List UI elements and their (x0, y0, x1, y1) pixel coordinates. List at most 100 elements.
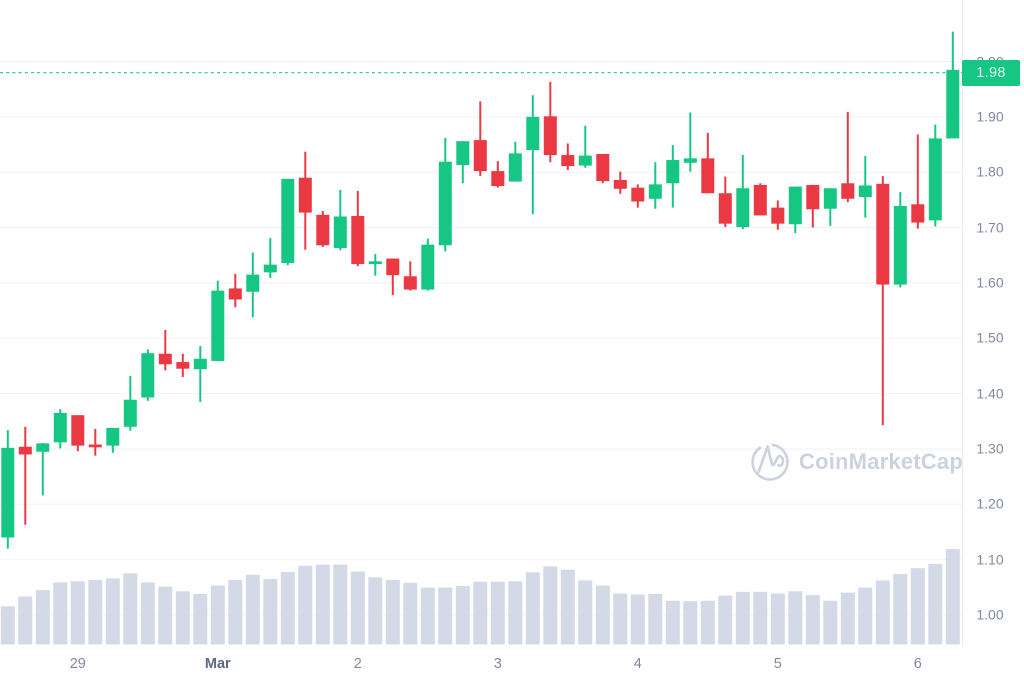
candle-up[interactable] (788, 186, 802, 225)
candle-down[interactable] (631, 187, 645, 202)
volume-bar[interactable] (788, 591, 803, 645)
candle-down[interactable] (176, 362, 190, 369)
candle-down[interactable] (806, 184, 820, 210)
volume-bar[interactable] (140, 582, 155, 645)
volume-bar[interactable] (683, 601, 698, 645)
volume-bar[interactable] (350, 571, 365, 645)
candle-down[interactable] (596, 153, 610, 182)
volume-bar[interactable] (403, 582, 418, 645)
volume-bar[interactable] (263, 579, 278, 645)
volume-bar[interactable] (595, 585, 610, 645)
volume-bar[interactable] (630, 594, 645, 645)
volume-bar[interactable] (368, 577, 383, 645)
volume-bar[interactable] (420, 587, 435, 645)
candle-down[interactable] (316, 214, 330, 246)
candle-up[interactable] (438, 161, 452, 246)
candle-down[interactable] (911, 204, 925, 223)
candle-up[interactable] (211, 290, 225, 361)
volume-bar[interactable] (858, 587, 873, 645)
candle-down[interactable] (298, 177, 312, 213)
volume-bar[interactable] (560, 569, 575, 645)
candle-up[interactable] (648, 184, 662, 199)
candle-up[interactable] (123, 399, 137, 427)
volume-bar[interactable] (613, 593, 628, 645)
volume-bar[interactable] (210, 585, 225, 645)
volume-bar[interactable] (648, 593, 663, 645)
volume-bar[interactable] (508, 581, 523, 645)
volume-bar[interactable] (88, 579, 103, 645)
candle-up[interactable] (333, 216, 347, 249)
volume-bar[interactable] (735, 591, 750, 645)
volume-bar[interactable] (105, 578, 120, 645)
candle-down[interactable] (351, 215, 365, 265)
candle-up[interactable] (193, 358, 207, 370)
candle-up[interactable] (893, 205, 907, 285)
candle-up[interactable] (263, 264, 277, 273)
candle-up[interactable] (456, 141, 470, 166)
volume-bar[interactable] (0, 606, 15, 645)
candle-up[interactable] (578, 155, 592, 166)
candle-down[interactable] (158, 353, 172, 365)
volume-bar[interactable] (193, 593, 208, 645)
volume-bar[interactable] (543, 566, 558, 645)
volume-bar[interactable] (53, 582, 68, 645)
volume-bar[interactable] (123, 573, 138, 645)
volume-bar[interactable] (35, 590, 50, 645)
candle-up[interactable] (141, 353, 155, 398)
candle-up[interactable] (858, 185, 872, 198)
volume-bar[interactable] (315, 564, 330, 645)
candle-down[interactable] (613, 179, 627, 189)
candle-down[interactable] (876, 183, 890, 285)
candle-up[interactable] (246, 274, 260, 292)
volume-bar[interactable] (455, 586, 470, 645)
volume-bar[interactable] (875, 580, 890, 645)
candle-down[interactable] (561, 155, 575, 167)
volume-bar[interactable] (245, 574, 260, 645)
candle-down[interactable] (403, 276, 417, 290)
candle-down[interactable] (71, 415, 85, 446)
volume-bar[interactable] (298, 565, 313, 645)
candle-down[interactable] (88, 444, 102, 448)
volume-bar[interactable] (70, 581, 85, 645)
candle-up[interactable] (53, 412, 67, 443)
candle-up[interactable] (1, 447, 15, 538)
volume-bar[interactable] (473, 581, 488, 645)
volume-bar[interactable] (823, 600, 838, 645)
volume-bar[interactable] (718, 595, 733, 645)
candle-up[interactable] (928, 138, 942, 221)
volume-bar[interactable] (928, 563, 943, 645)
volume-bar[interactable] (175, 591, 190, 645)
volume-bar[interactable] (333, 564, 348, 645)
volume-bar[interactable] (770, 593, 785, 645)
volume-bar[interactable] (700, 600, 715, 645)
candle-up[interactable] (823, 188, 837, 209)
candle-up[interactable] (421, 244, 435, 290)
candle-down[interactable] (753, 184, 767, 216)
candle-up[interactable] (683, 158, 697, 163)
candle-up[interactable] (368, 261, 382, 265)
volume-bar[interactable] (665, 600, 680, 645)
candle-down[interactable] (718, 193, 732, 224)
volume-bar[interactable] (385, 579, 400, 645)
volume-bar[interactable] (438, 587, 453, 645)
candle-up[interactable] (666, 160, 680, 184)
candle-down[interactable] (491, 171, 505, 187)
volume-bar[interactable] (840, 592, 855, 645)
candle-up[interactable] (36, 443, 50, 452)
volume-bar[interactable] (945, 549, 960, 645)
candle-down[interactable] (386, 258, 400, 276)
volume-bar[interactable] (18, 596, 33, 645)
candle-down[interactable] (228, 288, 242, 300)
candle-up[interactable] (526, 116, 540, 151)
volume-bar[interactable] (490, 581, 505, 645)
volume-bar[interactable] (158, 586, 173, 645)
volume-bar[interactable] (893, 573, 908, 645)
candle-down[interactable] (543, 116, 557, 156)
candle-up[interactable] (946, 69, 960, 139)
volume-bar[interactable] (805, 595, 820, 645)
candle-up[interactable] (736, 188, 750, 227)
volume-bar[interactable] (578, 580, 593, 645)
candle-down[interactable] (18, 446, 32, 455)
volume-bar[interactable] (910, 568, 925, 645)
